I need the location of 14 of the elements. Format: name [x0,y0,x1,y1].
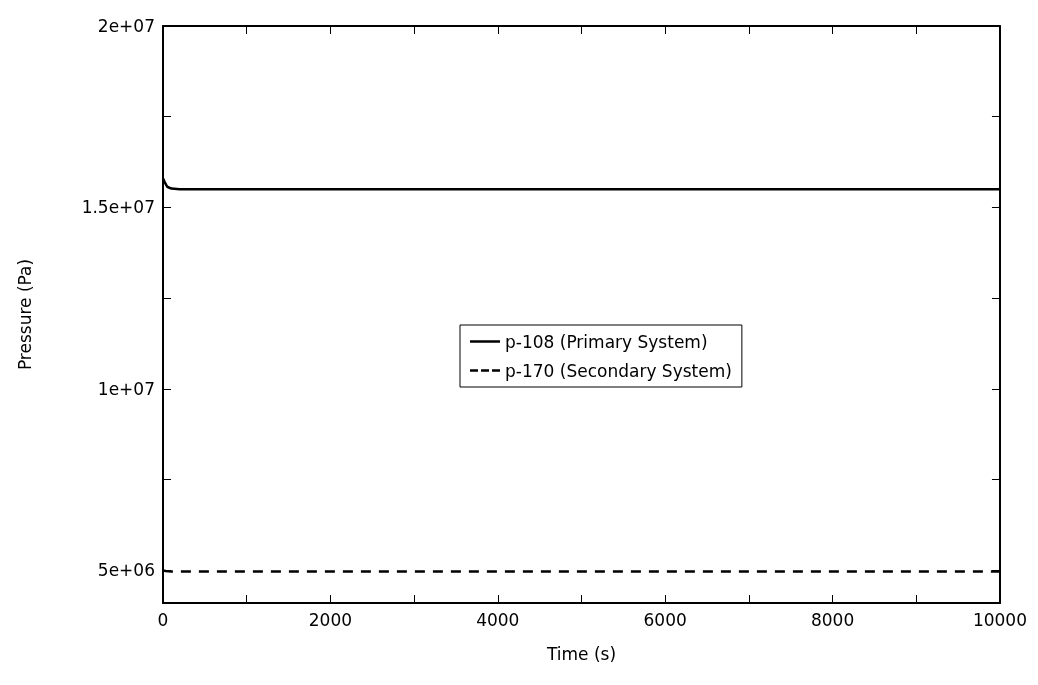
x-tick-label: 0 [157,609,169,630]
y-tick-label: 2e+07 [97,16,155,36]
legend-label: p-170 (Secondary System) [505,360,732,381]
x-tick-label: 4000 [476,609,520,630]
x-tick-label: 2000 [308,609,353,630]
x-axis-title: Time (s) [545,643,617,664]
y-tick-label: 1.5e+07 [81,197,155,218]
y-axis-title: Pressure (Pa) [14,258,35,371]
x-tick-label: 10000 [972,609,1028,630]
y-tick-label: 5e+06 [97,560,155,581]
x-tick-label: 8000 [810,609,855,630]
legend-label: p-108 (Primary System) [505,331,708,352]
y-tick-label: 1e+07 [97,378,155,399]
x-tick-label: 6000 [643,609,687,630]
